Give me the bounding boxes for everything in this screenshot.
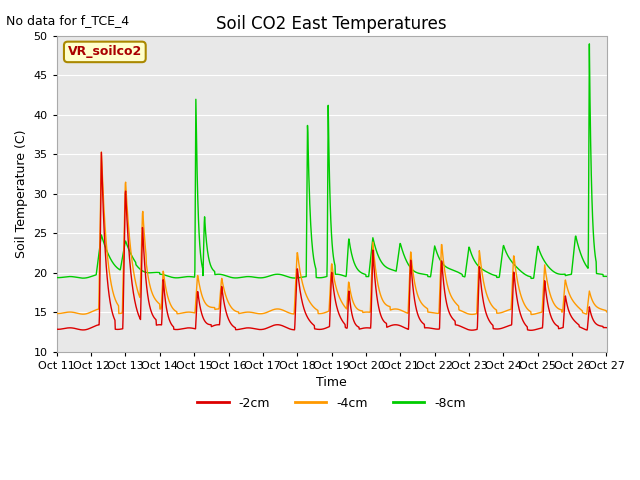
Legend: -2cm, -4cm, -8cm: -2cm, -4cm, -8cm [193, 392, 471, 415]
X-axis label: Time: Time [316, 376, 347, 389]
Text: VR_soilco2: VR_soilco2 [68, 46, 142, 59]
Text: No data for f_TCE_4: No data for f_TCE_4 [6, 14, 129, 27]
Title: Soil CO2 East Temperatures: Soil CO2 East Temperatures [216, 15, 447, 33]
Y-axis label: Soil Temperature (C): Soil Temperature (C) [15, 130, 28, 258]
